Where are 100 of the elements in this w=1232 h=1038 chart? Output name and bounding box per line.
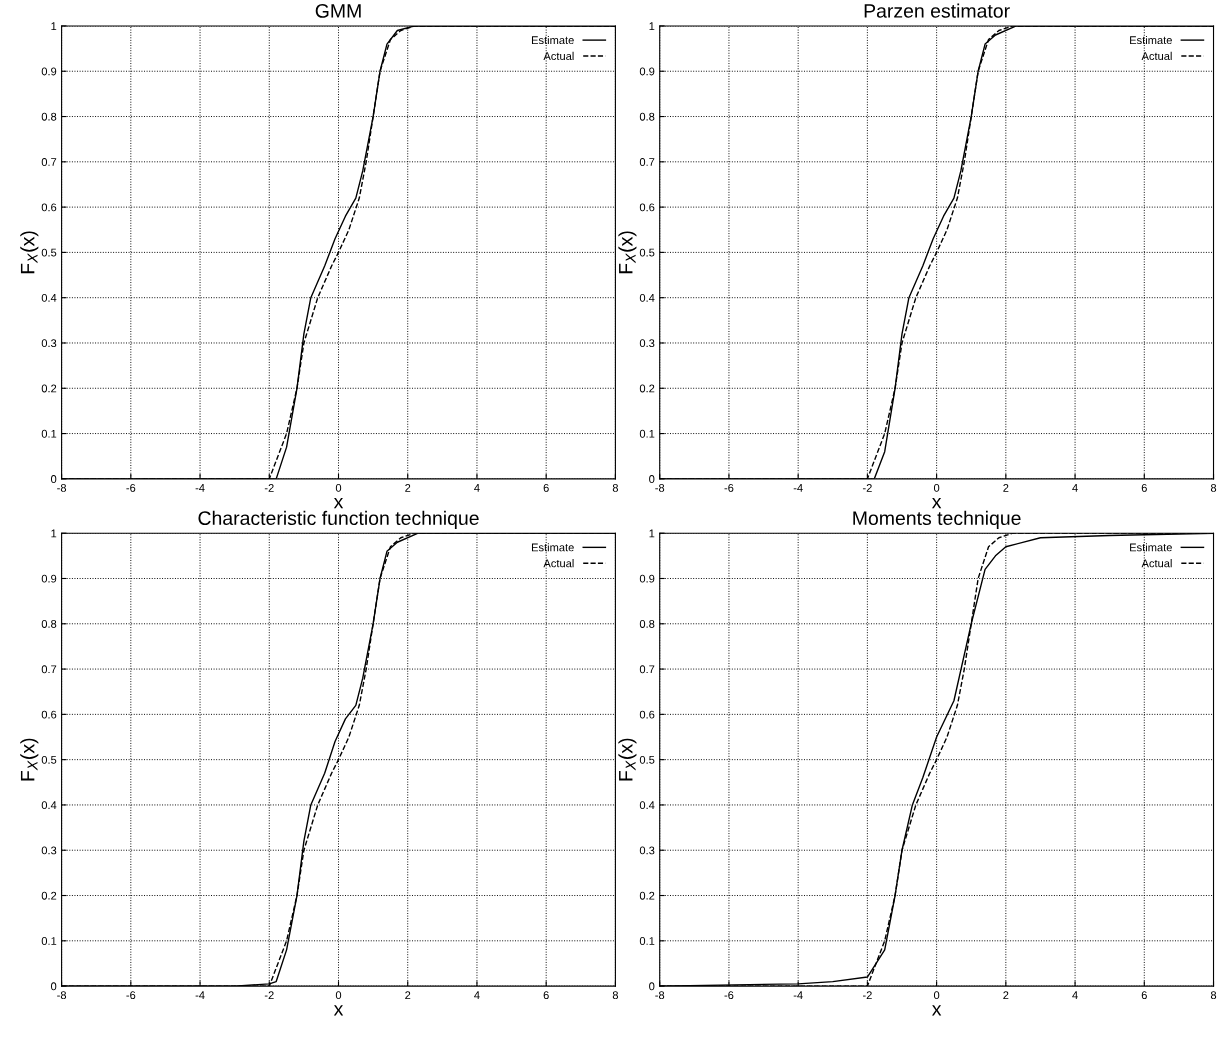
y-tick-label: 0.2 — [41, 891, 57, 900]
y-tick-label: 0.5 — [41, 755, 57, 764]
y-axis-title: F$_{X}$(x) — [20, 231, 39, 274]
x-tick-label: -4 — [195, 484, 205, 492]
x-axis-title: x — [333, 497, 344, 509]
y-axis-title: F$_{X}$(x) — [618, 738, 637, 781]
y-tick-label: 0.3 — [639, 846, 655, 855]
x-tick-label: 0 — [933, 484, 940, 492]
y-tick-label: 1 — [649, 529, 655, 538]
y-tick-label: 0 — [649, 475, 655, 483]
x-tick-label: 2 — [405, 484, 411, 492]
y-tick-label: 0.8 — [639, 620, 655, 628]
x-tick-label: -6 — [724, 991, 734, 1000]
y-tick-label: 0.5 — [639, 248, 655, 257]
y-tick-label: 0.4 — [639, 801, 655, 810]
chart-title: Parzen estimator — [864, 3, 1010, 18]
y-tick-label: 1 — [649, 22, 655, 30]
x-tick-label: 2 — [1003, 991, 1009, 1000]
y-tick-label: 0.9 — [41, 67, 57, 76]
legend-label: Actual — [1141, 559, 1172, 568]
x-tick-label: 8 — [1210, 484, 1217, 492]
chart-title: Moments technique — [853, 510, 1021, 529]
legend-label: Estimate — [1130, 35, 1172, 45]
y-axis-title: F$_{X}$(x) — [20, 738, 39, 781]
x-tick-label: -4 — [793, 991, 803, 1000]
x-tick-label: -8 — [57, 991, 67, 1000]
x-tick-label: 0 — [933, 991, 940, 1000]
x-tick-label: -2 — [862, 484, 872, 492]
x-tick-label: -6 — [126, 484, 136, 492]
y-tick-label: 0.1 — [41, 937, 57, 945]
x-tick-label: -6 — [126, 991, 136, 1000]
y-tick-label: 0 — [50, 982, 57, 991]
legend-label: Estimate — [531, 543, 574, 552]
y-tick-label: 0.6 — [41, 203, 57, 212]
y-tick-label: 0.3 — [41, 846, 57, 855]
y-tick-label: 0.5 — [639, 755, 655, 764]
y-tick-label: 0.6 — [639, 203, 655, 212]
y-tick-label: 0.7 — [41, 158, 57, 166]
y-tick-label: 0 — [50, 475, 57, 483]
x-tick-label: -4 — [195, 991, 205, 1000]
x-tick-label: 6 — [1141, 991, 1147, 1000]
y-tick-label: 1 — [51, 22, 57, 30]
y-tick-label: 0.9 — [639, 67, 655, 76]
x-tick-label: 0 — [335, 484, 342, 492]
chart-title: GMM — [315, 4, 361, 18]
y-tick-label: 0.7 — [639, 158, 655, 166]
x-tick-label: 4 — [1072, 484, 1078, 492]
y-tick-label: 0 — [649, 982, 655, 991]
y-tick-label: 0.4 — [41, 293, 57, 302]
legend-label: Estimate — [531, 35, 574, 45]
x-tick-label: 4 — [474, 484, 480, 492]
y-tick-label: 0.8 — [41, 112, 57, 121]
x-tick-label: -6 — [724, 484, 734, 492]
y-tick-label: 0.7 — [41, 665, 57, 674]
x-axis-title: x — [931, 1005, 942, 1016]
legend-label: Actual — [1141, 51, 1172, 61]
y-tick-label: 0.2 — [639, 891, 655, 900]
x-tick-label: -2 — [862, 991, 872, 1000]
x-tick-label: 4 — [1072, 991, 1078, 1000]
y-tick-label: 0.8 — [41, 620, 57, 628]
x-tick-label: -4 — [793, 484, 803, 492]
x-tick-label: 6 — [543, 991, 549, 1000]
legend-label: Actual — [543, 559, 574, 568]
y-tick-label: 0.6 — [639, 710, 655, 719]
y-tick-label: 0.5 — [41, 248, 57, 257]
y-tick-label: 0.1 — [41, 429, 57, 438]
x-tick-label: -2 — [264, 991, 274, 1000]
y-tick-label: 0.9 — [41, 574, 57, 583]
y-tick-label: 0.7 — [639, 665, 655, 674]
x-axis-title: x — [931, 497, 942, 509]
y-axis-title: F$_{X}$(x) — [618, 231, 637, 274]
x-tick-label: -8 — [57, 484, 67, 492]
y-tick-label: 0.2 — [639, 384, 655, 393]
x-tick-label: -8 — [655, 484, 665, 492]
y-tick-label: 0.3 — [639, 339, 655, 348]
x-tick-label: 6 — [1141, 484, 1147, 492]
x-tick-label: -2 — [264, 484, 274, 492]
x-tick-label: 2 — [1003, 484, 1009, 492]
x-tick-label: 8 — [612, 484, 619, 492]
y-tick-label: 0.4 — [639, 293, 655, 302]
legend-label: Estimate — [1130, 543, 1172, 552]
x-tick-label: 2 — [405, 991, 411, 1000]
y-tick-label: 0.2 — [41, 384, 57, 393]
x-tick-label: -8 — [655, 991, 665, 1000]
y-tick-label: 0.9 — [639, 574, 655, 583]
x-tick-label: 0 — [335, 991, 342, 1000]
x-tick-label: 4 — [474, 991, 480, 1000]
legend-label: Actual — [543, 51, 574, 61]
y-tick-label: 0.6 — [41, 710, 57, 719]
x-tick-label: 6 — [543, 484, 549, 492]
x-tick-label: 8 — [612, 991, 619, 1000]
x-tick-label: 8 — [1210, 991, 1217, 1000]
y-tick-label: 0.8 — [639, 112, 655, 121]
y-tick-label: 0.4 — [41, 801, 57, 810]
y-tick-label: 0.3 — [41, 339, 57, 348]
y-tick-label: 0.1 — [639, 429, 655, 438]
x-axis-title: x — [333, 1005, 344, 1016]
y-tick-label: 0.1 — [639, 937, 655, 945]
chart-title: Characteristic function technique — [198, 510, 479, 529]
y-tick-label: 1 — [51, 529, 57, 538]
